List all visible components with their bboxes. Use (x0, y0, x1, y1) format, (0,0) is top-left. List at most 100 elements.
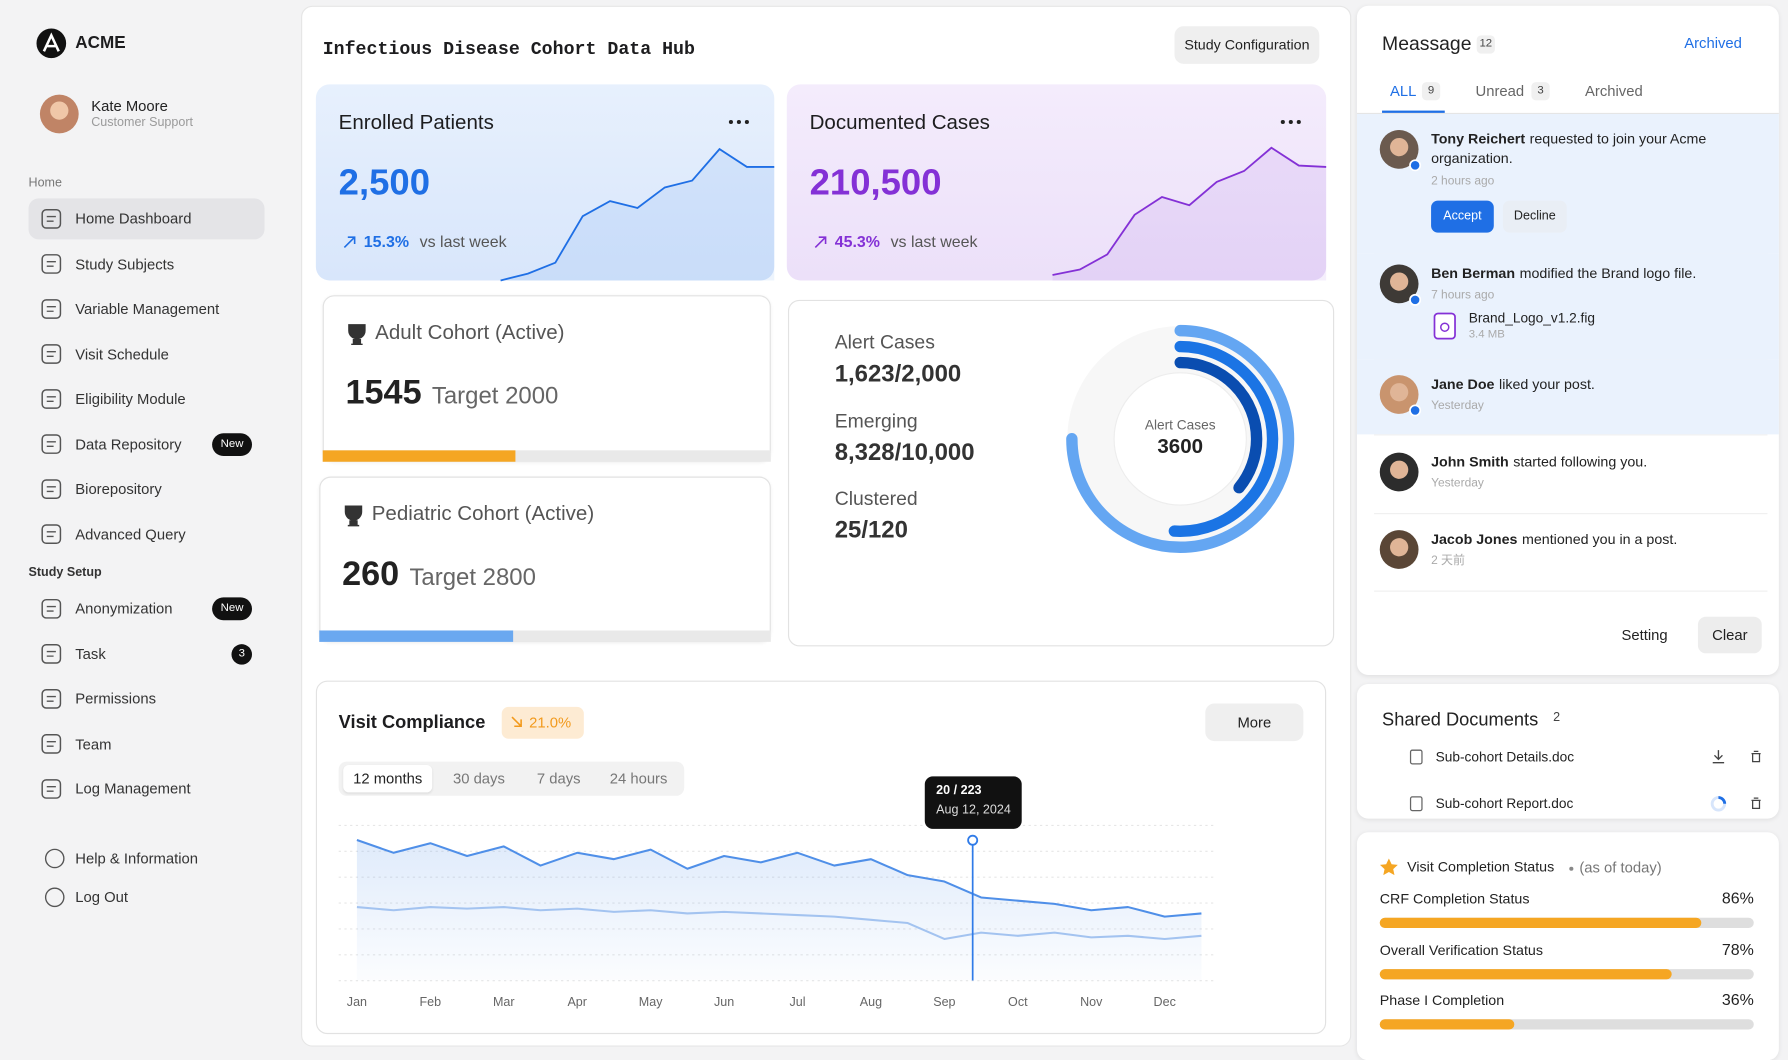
trophy-icon (344, 505, 363, 527)
kpi-change: 15.3% (363, 232, 410, 251)
document-name[interactable]: Sub-cohort Report.doc (1435, 795, 1574, 812)
menu-dot (1280, 119, 1285, 125)
user-role: Customer Support (91, 115, 194, 130)
compliance-title: Visit Compliance (338, 713, 486, 733)
tab-count-text: 9 (1427, 84, 1435, 97)
badge (212, 432, 253, 456)
archived-link[interactable]: Archived (1684, 34, 1742, 52)
x-tick-label: May (638, 995, 663, 1010)
cohort-target: Target 2800 (409, 564, 536, 591)
action-button[interactable] (1431, 200, 1494, 233)
nav-item[interactable]: Log Management (75, 780, 191, 798)
cohort-count: 260 (342, 555, 400, 593)
nav-icon (41, 299, 62, 319)
nav-icon-detail (46, 650, 56, 657)
message-sender: Jane Doe (1431, 376, 1495, 393)
nav-item[interactable]: Eligibility Module (75, 390, 186, 408)
nav-item[interactable]: Data Repository (75, 435, 182, 453)
message-highlight (1356, 359, 1779, 435)
message-highlight (1356, 253, 1779, 360)
setting-button[interactable]: Setting (1621, 626, 1668, 644)
message-text: Tony Reichert requested to join your Acme… (1431, 130, 1756, 169)
doc-icon (1409, 749, 1423, 765)
nav-item[interactable]: Advanced Query (75, 525, 186, 543)
cohort-card (319, 476, 771, 642)
message-highlight (1356, 114, 1779, 254)
range-tab[interactable]: 30 days (452, 769, 505, 787)
nav-item[interactable]: Home Dashboard (75, 210, 192, 228)
config-button-label[interactable]: Study Configuration (1184, 36, 1310, 53)
footer-item[interactable]: Log Out (75, 888, 129, 906)
nav-item[interactable]: Anonymization (75, 599, 173, 618)
status-value: 86% (1721, 888, 1754, 908)
status-label: Overall Verification Status (1379, 941, 1543, 958)
message-tab[interactable]: ALL (1390, 82, 1417, 100)
nav-item[interactable]: Visit Schedule (75, 345, 169, 363)
message-body: mentioned you in a post. (1521, 531, 1678, 548)
nav-icon (41, 689, 62, 709)
message-tab[interactable]: Archived (1585, 82, 1643, 100)
menu-dot (1288, 119, 1293, 125)
more-button-label[interactable]: More (1237, 713, 1272, 731)
nav-item[interactable]: Study Subjects (75, 255, 175, 273)
range-tab[interactable]: 7 days (536, 769, 581, 787)
config-button[interactable] (1174, 26, 1320, 64)
progress-fill (322, 450, 516, 462)
message-text: Jacob Jones mentioned you in a post. (1431, 530, 1756, 549)
nav-item[interactable]: Biorepository (75, 480, 162, 498)
x-tick-label: Oct (1008, 995, 1028, 1010)
badge-text: New (220, 437, 244, 450)
file-size: 3.4 MB (1468, 328, 1505, 341)
range-tab[interactable]: 12 months (353, 769, 423, 787)
nav-item[interactable]: Team (75, 735, 112, 753)
x-tick-label: Nov (1080, 995, 1103, 1010)
documents-card (1356, 684, 1779, 819)
progress-track (319, 630, 771, 642)
star-icon (1379, 858, 1398, 876)
message-tab[interactable]: Unread (1475, 82, 1525, 100)
download-icon (1712, 750, 1725, 764)
more-button[interactable] (1205, 703, 1304, 742)
footer-item[interactable]: Help & Information (75, 849, 199, 867)
tab-count (1421, 82, 1441, 101)
cohort-count: 1545 (345, 373, 422, 412)
donut-value: 3600 (1157, 434, 1204, 458)
trend-arrow (343, 236, 356, 248)
unread-dot (1409, 404, 1422, 417)
tab-underline (1382, 110, 1445, 113)
nav-active-bg[interactable] (28, 198, 265, 240)
alert-label: Emerging (834, 409, 918, 432)
action-button-label[interactable]: Decline (1513, 209, 1556, 223)
alert-value: 8,328/10,000 (834, 438, 975, 466)
nav-item[interactable]: Permissions (75, 689, 156, 708)
nav-item[interactable]: Task (75, 644, 106, 663)
kpi-title: Enrolled Patients (338, 110, 494, 134)
status-fill (1379, 1019, 1515, 1030)
documents-title: Shared Documents (1382, 710, 1539, 731)
avatar-face (1390, 137, 1409, 157)
avatar-face (1390, 460, 1409, 479)
action-button-label[interactable]: Accept (1443, 209, 1482, 223)
nav-icon-detail (46, 695, 56, 702)
clear-button[interactable] (1697, 616, 1762, 654)
progress-track (322, 450, 771, 462)
change-badge-text: 21.0% (529, 713, 572, 732)
x-tick-label: Aug (859, 995, 883, 1010)
message-text: Jane Doe liked your post. (1431, 375, 1756, 394)
document-name[interactable]: Sub-cohort Details.doc (1435, 748, 1575, 765)
nav-item[interactable]: Variable Management (75, 300, 220, 318)
footer-icon (44, 887, 65, 908)
range-tab[interactable]: 24 hours (609, 769, 668, 787)
clear-button-label[interactable]: Clear (1712, 626, 1748, 644)
trend-arrow (814, 236, 827, 248)
nav-icon-detail (46, 531, 56, 538)
action-button[interactable] (1502, 200, 1567, 233)
message-text: Ben Berman modified the Brand logo file. (1431, 265, 1756, 284)
tab-active[interactable] (343, 765, 433, 793)
message-body: modified the Brand logo file. (1519, 265, 1697, 282)
message-body: requested to join your Acme organization… (1431, 131, 1707, 167)
logo-glyph (42, 32, 60, 52)
x-tick-label: Jun (713, 995, 735, 1010)
file-name: Brand_Logo_v1.2.fig (1468, 309, 1596, 326)
documents-count: 2 (1553, 710, 1561, 725)
